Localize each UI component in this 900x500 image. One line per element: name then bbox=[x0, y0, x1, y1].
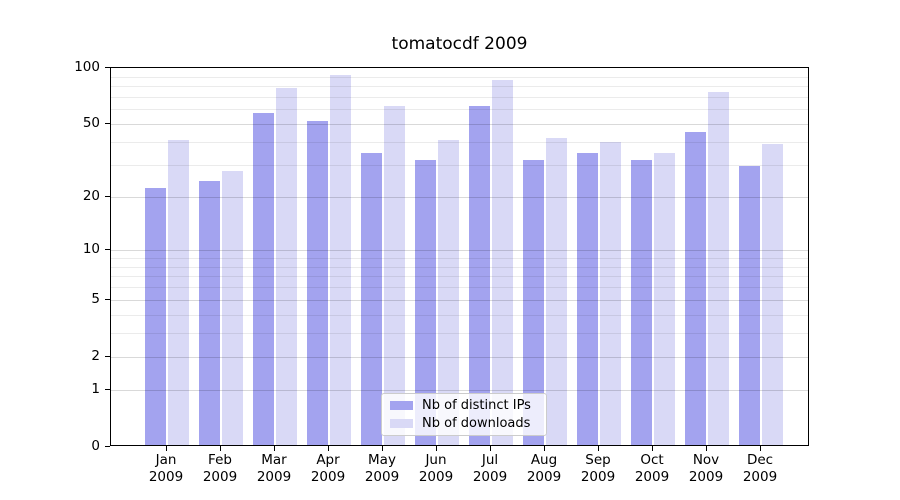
bar-downloads bbox=[168, 140, 189, 445]
gridline-6 bbox=[111, 287, 808, 289]
x-tick-label: Nov 2009 bbox=[688, 452, 724, 485]
bar-distinct-ips bbox=[415, 160, 436, 445]
gridline-50 bbox=[111, 124, 808, 126]
bar-downloads bbox=[708, 91, 729, 445]
y-tick-label: 100 bbox=[74, 59, 100, 75]
y-tick-label: 20 bbox=[82, 187, 100, 204]
bar-downloads bbox=[330, 75, 351, 445]
x-tick-label: Jul 2009 bbox=[472, 452, 508, 485]
legend-label-distinct-ips: Nb of distinct IPs bbox=[422, 398, 531, 413]
gridline-60 bbox=[111, 109, 808, 111]
bar-downloads bbox=[762, 144, 783, 445]
bar-downloads bbox=[654, 153, 675, 445]
gridline-70 bbox=[111, 96, 808, 98]
bar-distinct-ips bbox=[145, 187, 166, 445]
legend-item-downloads: Nb of downloads bbox=[390, 416, 538, 431]
bar-distinct-ips bbox=[631, 160, 652, 445]
x-tick-label: Jan 2009 bbox=[148, 452, 184, 485]
gridline-10 bbox=[111, 250, 808, 252]
x-tick-label: Sep 2009 bbox=[580, 452, 616, 485]
x-axis-tick bbox=[544, 446, 545, 451]
bar-downloads bbox=[222, 171, 243, 445]
y-axis-tick bbox=[105, 123, 110, 125]
gridline-30 bbox=[111, 164, 808, 166]
bar-distinct-ips bbox=[739, 165, 760, 445]
bar-downloads bbox=[492, 80, 513, 445]
gridline-7 bbox=[111, 276, 808, 278]
bar-distinct-ips bbox=[361, 153, 382, 445]
x-axis-tick bbox=[220, 446, 221, 451]
y-tick-label: 1 bbox=[91, 381, 100, 398]
plot-area bbox=[110, 67, 809, 446]
legend-item-distinct-ips: Nb of distinct IPs bbox=[390, 398, 538, 413]
gridline-9 bbox=[111, 257, 808, 259]
x-axis-tick bbox=[760, 446, 761, 451]
bar-downloads bbox=[384, 106, 405, 445]
x-tick-label: Jun 2009 bbox=[418, 452, 454, 485]
y-axis-tick bbox=[105, 195, 110, 197]
y-axis-tick bbox=[105, 355, 110, 357]
x-axis-tick bbox=[382, 446, 383, 451]
gridline-1 bbox=[111, 390, 808, 392]
bar-distinct-ips bbox=[685, 132, 706, 445]
y-axis-tick bbox=[105, 298, 110, 300]
y-tick-label: 0 bbox=[91, 438, 100, 454]
x-tick-label: Mar 2009 bbox=[256, 452, 292, 485]
gridline-8 bbox=[111, 266, 808, 268]
legend-swatch-downloads-icon bbox=[390, 419, 413, 428]
x-tick-label: Apr 2009 bbox=[310, 452, 346, 485]
y-axis-tick bbox=[105, 249, 110, 251]
gridline-2 bbox=[111, 356, 808, 358]
bar-downloads bbox=[546, 138, 567, 445]
gridline-90 bbox=[111, 76, 808, 78]
y-tick-label: 10 bbox=[82, 241, 100, 258]
y-tick-label: 2 bbox=[91, 347, 100, 364]
y-axis-tick bbox=[105, 67, 110, 68]
bar-distinct-ips bbox=[523, 160, 544, 445]
bar-distinct-ips bbox=[577, 153, 598, 445]
bar-distinct-ips bbox=[307, 120, 328, 445]
x-axis-tick bbox=[328, 446, 329, 451]
gridline-3 bbox=[111, 333, 808, 335]
x-axis-tick bbox=[166, 446, 167, 451]
gridline-20 bbox=[111, 196, 808, 198]
x-axis-tick bbox=[652, 446, 653, 451]
bar-distinct-ips bbox=[469, 106, 490, 445]
y-tick-label: 5 bbox=[91, 290, 100, 307]
bar-downloads bbox=[276, 88, 297, 445]
x-tick-label: Feb 2009 bbox=[202, 452, 238, 485]
x-axis-tick bbox=[436, 446, 437, 451]
legend-swatch-distinct-ips-icon bbox=[390, 401, 413, 410]
x-tick-label: Oct 2009 bbox=[634, 452, 670, 485]
legend: Nb of distinct IPs Nb of downloads bbox=[381, 393, 547, 436]
legend-label-downloads: Nb of downloads bbox=[422, 416, 531, 431]
x-tick-label: Aug 2009 bbox=[526, 452, 562, 485]
gridline-40 bbox=[111, 142, 808, 144]
gridline-4 bbox=[111, 314, 808, 316]
y-tick-label: 50 bbox=[82, 115, 100, 132]
x-axis-tick bbox=[598, 446, 599, 451]
bar-distinct-ips bbox=[253, 112, 274, 445]
gridline-5 bbox=[111, 299, 808, 301]
x-tick-label: May 2009 bbox=[364, 452, 400, 485]
x-axis-tick bbox=[706, 446, 707, 451]
bar-distinct-ips bbox=[199, 180, 220, 445]
chart-title: tomatocdf 2009 bbox=[391, 34, 528, 54]
gridline-80 bbox=[111, 86, 808, 88]
bar-downloads bbox=[600, 142, 621, 445]
bar-downloads bbox=[438, 140, 459, 445]
x-axis-tick bbox=[274, 446, 275, 451]
y-axis-tick bbox=[105, 389, 110, 391]
y-axis-tick bbox=[105, 446, 110, 447]
x-axis-tick bbox=[490, 446, 491, 451]
x-tick-label: Dec 2009 bbox=[742, 452, 778, 485]
